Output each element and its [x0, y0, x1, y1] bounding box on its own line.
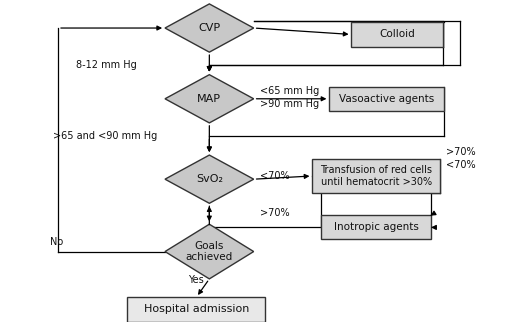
Text: Transfusion of red cells
until hematocrit >30%: Transfusion of red cells until hematocri… — [320, 165, 432, 187]
Text: 8-12 mm Hg: 8-12 mm Hg — [76, 60, 137, 70]
Text: SvO₂: SvO₂ — [196, 174, 223, 184]
Text: >65 and <90 mm Hg: >65 and <90 mm Hg — [53, 131, 157, 141]
Text: <70%: <70% — [260, 171, 290, 181]
Text: CVP: CVP — [198, 23, 220, 33]
Text: Colloid: Colloid — [379, 29, 415, 39]
Bar — [312, 159, 440, 193]
Text: Vasoactive agents: Vasoactive agents — [339, 94, 434, 104]
Polygon shape — [165, 224, 254, 279]
Bar — [322, 215, 431, 239]
Text: No: No — [50, 237, 63, 247]
Text: <70%: <70% — [446, 160, 476, 170]
Text: Hospital admission: Hospital admission — [144, 305, 249, 315]
Text: MAP: MAP — [197, 94, 221, 104]
Polygon shape — [165, 75, 254, 123]
Text: >90 mm Hg: >90 mm Hg — [260, 99, 319, 109]
Polygon shape — [165, 4, 254, 52]
Text: <65 mm Hg: <65 mm Hg — [260, 86, 319, 96]
Text: >70%: >70% — [260, 208, 290, 218]
Text: Inotropic agents: Inotropic agents — [334, 223, 419, 233]
Polygon shape — [165, 155, 254, 203]
Bar — [329, 87, 444, 111]
Text: Yes: Yes — [188, 276, 204, 286]
Text: >70%: >70% — [446, 147, 476, 157]
Text: Goals
achieved: Goals achieved — [186, 241, 233, 262]
Bar — [127, 297, 265, 321]
Bar — [351, 22, 443, 47]
